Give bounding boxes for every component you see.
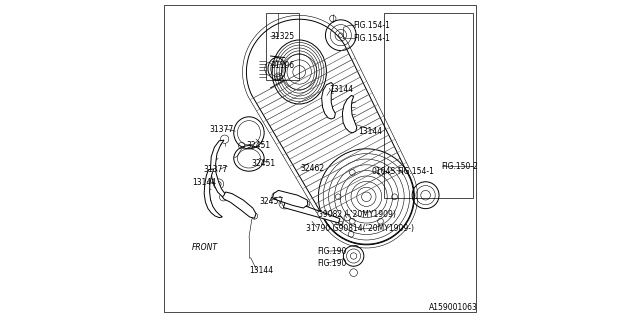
Text: 13144: 13144 (330, 85, 354, 94)
Bar (266, 13, 300, 80)
Text: 0104S: 0104S (371, 167, 396, 176)
Polygon shape (223, 192, 256, 218)
Text: 13144: 13144 (358, 127, 383, 136)
Text: 32451: 32451 (246, 141, 271, 150)
Polygon shape (284, 199, 340, 223)
Text: FIG.190: FIG.190 (317, 260, 346, 268)
Text: FRONT: FRONT (192, 244, 218, 252)
Polygon shape (342, 95, 357, 133)
Text: 31377: 31377 (204, 165, 227, 174)
Text: 32457: 32457 (259, 197, 284, 206)
Text: 31790 G90814(’20MY1909-): 31790 G90814(’20MY1909-) (306, 224, 413, 233)
Text: 31377: 31377 (210, 125, 234, 134)
Text: 31196: 31196 (270, 61, 294, 70)
Text: FIG.154-1: FIG.154-1 (354, 21, 390, 30)
Text: 32462: 32462 (301, 164, 325, 172)
Polygon shape (211, 140, 229, 200)
Text: FIG.190: FIG.190 (317, 247, 346, 256)
Text: 32451: 32451 (251, 159, 275, 168)
Text: 31325: 31325 (270, 32, 294, 41)
Polygon shape (204, 169, 223, 218)
Polygon shape (273, 190, 308, 208)
Text: FIG.154-1: FIG.154-1 (397, 167, 434, 176)
Text: 13144: 13144 (250, 266, 274, 275)
Text: FIG.150-2: FIG.150-2 (442, 162, 479, 171)
Bar (384, 13, 473, 198)
Text: G9082 (-’20MY1909): G9082 (-’20MY1909) (317, 210, 396, 219)
Text: FIG.154-1: FIG.154-1 (354, 34, 390, 43)
Polygon shape (322, 83, 335, 119)
Text: 13144: 13144 (192, 178, 216, 187)
Text: A159001063: A159001063 (429, 303, 477, 312)
